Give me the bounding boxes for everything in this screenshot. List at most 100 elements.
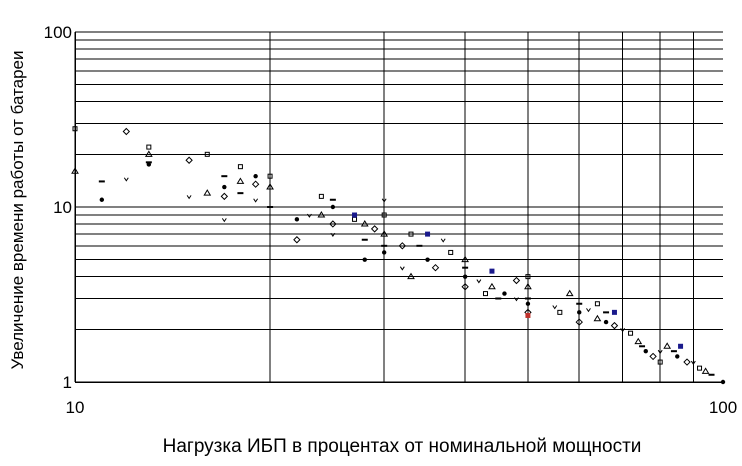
data-point [407,272,415,280]
data-point [577,310,582,315]
data-point [720,379,726,385]
data-point [122,127,131,136]
data-point [306,213,312,218]
data-point [329,220,337,228]
data-point [701,367,710,374]
data-point [525,301,531,306]
data-point [657,349,663,355]
data-point [352,212,358,218]
data-point [462,266,469,269]
data-point [552,305,558,310]
data-point [525,274,531,280]
data-point [266,183,274,190]
data-point [221,175,228,178]
data-point [185,156,193,164]
data-point [611,309,617,315]
data-point [697,365,703,371]
data-point [708,373,715,376]
data-point [639,345,646,348]
data-point [317,211,326,218]
data-point [634,337,643,345]
data-point [203,189,212,196]
data-point [267,206,274,208]
data-point [670,350,677,353]
data-point [71,167,79,174]
data-point [352,216,358,222]
data-point [416,244,423,247]
data-point [594,301,600,307]
data-point [361,238,368,241]
data-point [628,330,634,336]
data-point [146,162,152,167]
data-point [144,150,153,157]
data-point [186,195,192,200]
data-point [98,180,105,183]
data-point [690,360,696,365]
data-point [408,231,414,237]
data-point [603,319,609,325]
data-point [462,274,468,279]
data-point [294,217,300,222]
grid [75,31,723,382]
data-point [610,321,619,330]
data-point [524,297,531,300]
data-point [643,348,648,354]
data-point [461,283,469,291]
data-point [253,173,258,179]
data-point [220,192,229,201]
data-point [488,282,496,290]
data-point [204,151,210,157]
data-point [440,238,446,243]
axes [74,32,723,383]
data-point [146,144,152,150]
data-point [222,184,227,190]
data-point [237,192,244,195]
data-point [657,359,663,365]
data-point [99,197,105,202]
data-point [236,177,245,184]
data-point [448,249,454,255]
y-tick-label: 100 [44,23,72,42]
data-point [318,193,324,199]
data-point [476,279,482,284]
data-point [620,328,626,333]
data-point [251,180,260,188]
data-point [576,302,583,305]
data-point [425,231,431,237]
data-point [524,282,532,290]
data-point [370,225,379,233]
data-point [512,276,521,285]
data-point [525,312,531,318]
data-point [675,354,680,359]
data-point [649,352,657,361]
data-point [267,173,273,179]
data-point [461,255,470,263]
data-point [678,343,684,349]
data-point [683,358,691,366]
data-point [565,289,574,297]
data-point [431,263,440,272]
data-point [380,230,389,237]
data-point [603,311,610,314]
data-point [398,242,407,250]
data-point [381,212,387,218]
x-axis-label: Нагрузка ИБП в процентах от номинальной … [163,436,642,457]
data-point [489,268,495,274]
data-point [381,250,387,255]
data-point [663,342,672,349]
data-point [399,266,405,271]
data-point [72,126,78,132]
data-point [362,257,367,262]
x-tick-label: 100 [709,398,737,417]
data-points [71,126,726,385]
data-point [329,198,336,201]
y-tick-label: 10 [53,198,72,217]
data-point [495,297,502,300]
y-axis-label: Увеличение времени работы от батареи [8,51,27,370]
data-point [482,291,488,297]
data-point [593,314,602,322]
data-point [253,198,259,203]
data-point [123,177,129,182]
data-point [381,198,387,203]
